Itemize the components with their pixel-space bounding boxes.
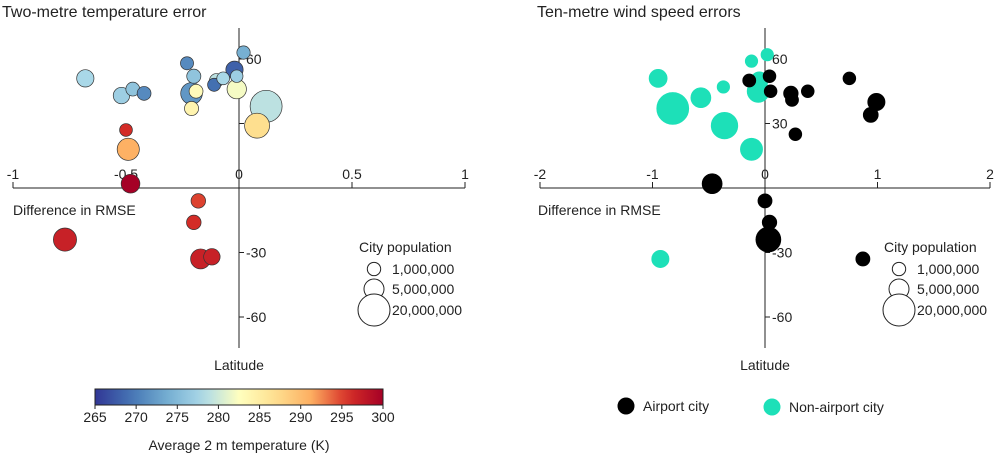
x-axis-label: Difference in RMSE (13, 202, 136, 218)
data-point (760, 48, 774, 62)
colorbar-tick-label: 275 (166, 409, 190, 425)
size-legend-label: 5,000,000 (917, 281, 979, 297)
data-point (855, 251, 871, 267)
y-axis-label: Latitude (214, 357, 264, 373)
data-point (742, 73, 757, 88)
y-tick-label: -60 (772, 309, 792, 325)
colorbar-tick-label: 300 (371, 409, 395, 425)
size-legend-label: 1,000,000 (917, 261, 979, 277)
y-tick-label: -30 (246, 245, 266, 261)
data-point (656, 92, 690, 125)
y-tick-label: 30 (772, 116, 788, 132)
colorbar-tick-label: 270 (124, 409, 148, 425)
data-point (755, 226, 782, 253)
x-tick-label: 0.5 (342, 166, 362, 182)
colorbar-tick-label: 265 (83, 409, 107, 425)
data-point (116, 137, 140, 161)
x-tick-label: -2 (534, 166, 547, 182)
data-point (785, 92, 799, 107)
x-tick-label: -1 (646, 166, 659, 182)
data-point (136, 86, 152, 101)
x-tick-label: 0 (235, 166, 243, 182)
x-axis-label: Difference in RMSE (538, 202, 661, 218)
data-point (744, 54, 759, 68)
y-tick-label: -60 (246, 309, 266, 325)
data-point (53, 227, 77, 252)
x-tick-label: 2 (986, 166, 994, 182)
x-tick-label: -1 (7, 166, 20, 182)
size-legend-marker (891, 261, 907, 277)
data-point (76, 69, 95, 88)
data-point (244, 112, 270, 139)
non-airport-legend-label: Non-airport city (789, 399, 884, 415)
size-legend-marker (366, 261, 382, 277)
colorbar-tick-label: 290 (289, 409, 313, 425)
data-point (701, 173, 723, 195)
data-point (740, 137, 763, 161)
x-tick-label: 0 (761, 166, 769, 182)
size-legend-marker (357, 293, 391, 327)
y-axis-label: Latitude (740, 357, 790, 373)
x-tick-label: 1 (874, 166, 882, 182)
data-point (190, 193, 206, 209)
airport-legend-label: Airport city (643, 398, 709, 414)
data-point (184, 101, 199, 116)
data-point (761, 214, 778, 231)
size-legend-label: 5,000,000 (392, 281, 454, 297)
wind-panel-title: Ten-metre wind speed errors (537, 4, 741, 21)
data-point (188, 83, 204, 99)
size-legend-marker (882, 293, 916, 327)
x-tick-label: 1 (461, 166, 469, 182)
size-legend-title: City population (359, 239, 452, 255)
airport-legend-marker (617, 397, 635, 415)
size-legend-label: 20,000,000 (392, 302, 462, 318)
data-point (230, 69, 244, 83)
data-point (762, 69, 777, 83)
data-point (119, 123, 133, 137)
data-point (710, 112, 739, 140)
data-point (801, 84, 815, 98)
data-point (648, 68, 668, 88)
data-point (180, 56, 194, 71)
size-legend-title: City population (884, 239, 977, 255)
data-point (216, 71, 230, 86)
data-point (120, 173, 141, 194)
data-point (757, 193, 773, 209)
size-legend-label: 20,000,000 (917, 302, 987, 318)
y-tick-label: 60 (772, 51, 788, 67)
data-point (842, 71, 857, 86)
data-point (788, 127, 803, 141)
colorbar-tick-label: 285 (248, 409, 272, 425)
colorbar-tick-label: 280 (207, 409, 231, 425)
data-point (186, 214, 202, 231)
non-airport-legend-marker (763, 398, 781, 416)
data-point (862, 107, 879, 123)
size-legend-label: 1,000,000 (392, 261, 454, 277)
colorbar (94, 388, 384, 406)
colorbar-tick-label: 295 (330, 409, 354, 425)
data-point (236, 45, 251, 60)
data-point (203, 248, 221, 266)
colorbar-label: Average 2 m temperature (K) (148, 437, 329, 453)
data-point (716, 80, 730, 94)
data-point (186, 68, 202, 84)
data-point (651, 249, 670, 268)
data-point (763, 84, 778, 98)
temperature-panel-title: Two-metre temperature error (2, 4, 207, 21)
data-point (690, 87, 712, 109)
